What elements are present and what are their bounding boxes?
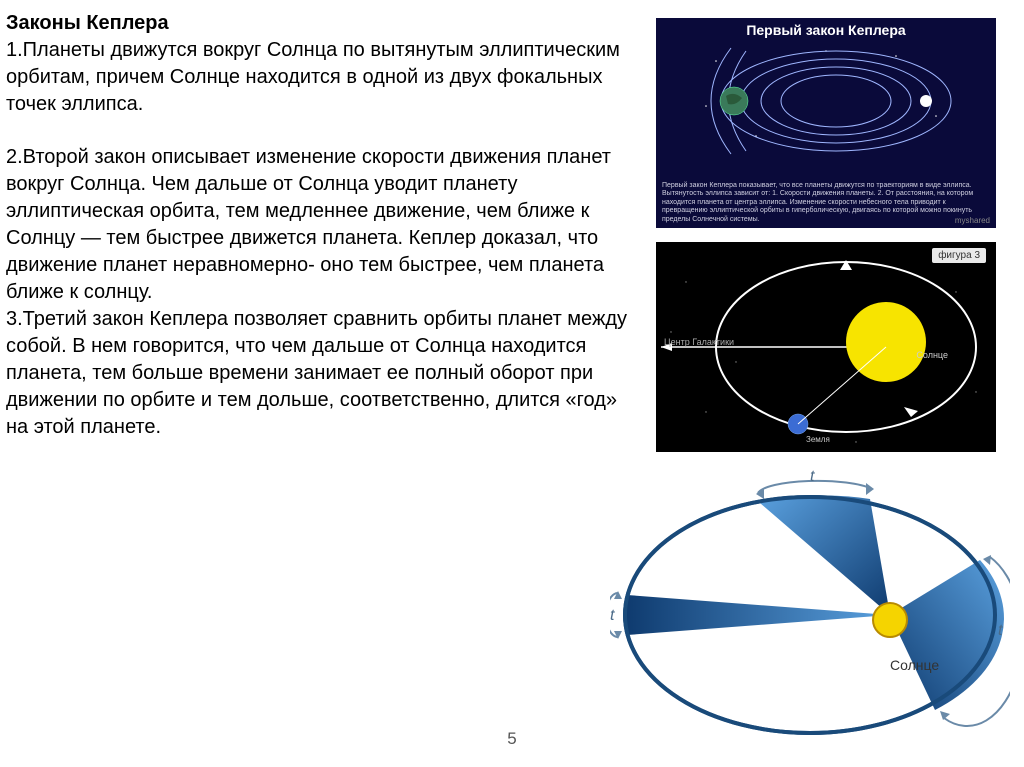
figure-3-sun-label: Солнце bbox=[890, 657, 939, 673]
t-label-top: t bbox=[810, 468, 815, 485]
paragraph-3: 3.Третий закон Кеплера позволяет сравнит… bbox=[6, 306, 630, 441]
figure-3-diagram: t t t bbox=[610, 465, 1010, 745]
figure-1-watermark: myshared bbox=[955, 216, 990, 225]
figure-2-sun-label: Солнце bbox=[916, 350, 948, 360]
figure-1: Первый закон Кеплера Первый закон Кеплер… bbox=[656, 18, 996, 228]
paragraph-1: 1.Планеты движутся вокруг Солнца по вытя… bbox=[6, 37, 630, 118]
figure-3: t t t Солнце bbox=[610, 465, 1010, 745]
title: Законы Кеплера bbox=[6, 12, 630, 35]
figure-2: фигура 3 Центр Галактики Солнце Земля bbox=[656, 242, 996, 452]
text-content: Законы Кеплера 1.Планеты движутся вокруг… bbox=[0, 0, 640, 441]
page-number: 5 bbox=[0, 729, 1024, 749]
figure-1-title: Первый закон Кеплера bbox=[656, 18, 996, 38]
t-label-left: t bbox=[610, 607, 615, 624]
figure-2-center-label: Центр Галактики bbox=[664, 337, 734, 347]
figure-1-diagram bbox=[696, 46, 956, 156]
t-label-right: t bbox=[998, 622, 1003, 639]
figure-2-earth-label: Земля bbox=[806, 435, 830, 444]
paragraph-2: 2.Второй закон описывает изменение скоро… bbox=[6, 144, 630, 306]
spacer bbox=[6, 118, 630, 144]
figure-2-diagram bbox=[656, 242, 996, 452]
figure-column: Первый закон Кеплера Первый закон Кеплер… bbox=[646, 18, 1006, 452]
figure-1-caption: Первый закон Кеплера показывает, что все… bbox=[662, 182, 990, 224]
